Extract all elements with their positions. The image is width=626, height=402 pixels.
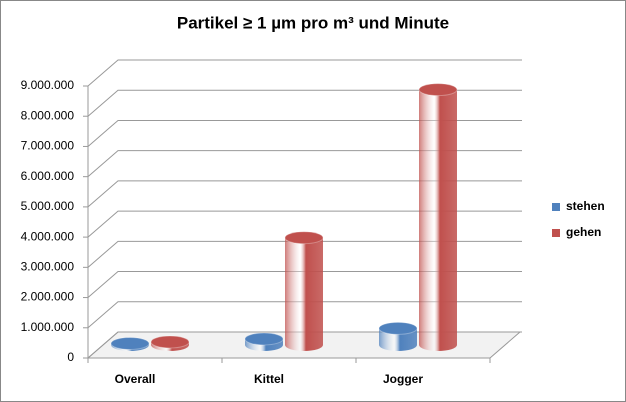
grid-line — [87, 240, 522, 268]
cylinder — [110, 336, 150, 351]
y-tick-label: 7.000.000 — [21, 139, 75, 153]
cylinder-top — [418, 83, 458, 97]
cylinder-body — [379, 328, 417, 351]
cylinder-body — [419, 89, 457, 351]
y-tick-label: 6.000.000 — [21, 169, 75, 183]
legend-label: stehen — [566, 199, 605, 213]
x-tick-label: Jogger — [383, 372, 423, 386]
grid-line — [87, 89, 522, 117]
cylinder — [418, 83, 458, 351]
cylinder-body — [285, 237, 323, 351]
grid-line — [87, 210, 522, 238]
y-tick-label: 8.000.000 — [21, 108, 75, 122]
y-tick-label: 3.000.000 — [21, 260, 75, 274]
cylinder-top — [110, 336, 150, 350]
y-tick-label: 0 — [67, 350, 74, 364]
y-tick-label: 4.000.000 — [21, 229, 75, 243]
legend-swatch — [552, 203, 560, 211]
cylinder-top — [150, 335, 190, 349]
grid-line — [87, 271, 522, 298]
cylinder-top — [244, 332, 284, 346]
cylinder-top — [378, 321, 418, 335]
cylinder — [244, 332, 284, 351]
cylinder-top — [284, 231, 324, 245]
grid-line — [87, 59, 522, 87]
cylinder — [284, 231, 324, 351]
x-tick-label: Kittel — [254, 372, 284, 386]
legend-swatch — [552, 229, 560, 237]
cylinder — [378, 321, 418, 351]
grid-line — [87, 119, 522, 147]
cylinder — [150, 335, 190, 351]
grid-line — [87, 301, 522, 329]
y-tick-label: 2.000.000 — [21, 290, 75, 304]
legend-label: gehen — [566, 225, 601, 239]
y-tick-label: 1.000.000 — [21, 320, 75, 334]
x-tick-label: Overall — [115, 372, 156, 386]
y-tick-label: 9.000.000 — [21, 78, 75, 92]
chart-title: Partikel ≥ 1 µm pro m³ und Minute — [177, 13, 449, 32]
grid-line — [87, 180, 522, 208]
grid-line — [87, 150, 522, 178]
y-tick-label: 5.000.000 — [21, 199, 75, 213]
